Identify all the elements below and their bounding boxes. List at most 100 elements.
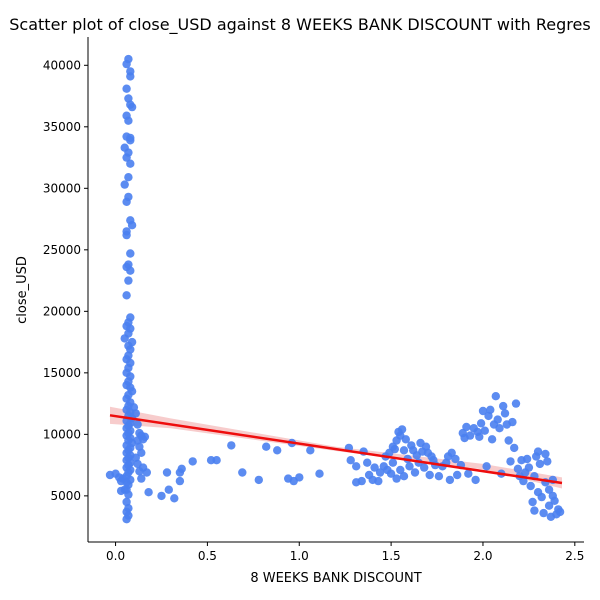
data-point <box>135 467 144 476</box>
data-point <box>315 469 324 478</box>
data-point <box>375 468 385 477</box>
x-tick-label: 2.0 <box>473 549 492 563</box>
regression-line <box>109 414 563 485</box>
data-point <box>528 497 537 507</box>
y-tick-label: 30000 <box>43 181 81 195</box>
data-point <box>510 443 519 453</box>
data-point <box>533 488 543 497</box>
data-point <box>397 425 407 434</box>
data-point <box>464 469 473 478</box>
data-point <box>122 59 131 69</box>
data-point <box>405 462 414 471</box>
data-point <box>175 476 185 486</box>
data-point <box>170 494 179 503</box>
data-point <box>476 419 486 428</box>
y-tick-label: 25000 <box>43 243 81 257</box>
data-point <box>127 102 137 112</box>
data-point <box>127 221 137 230</box>
data-point <box>162 468 172 477</box>
x-tick-label: 2.5 <box>565 549 584 563</box>
data-point <box>491 392 500 401</box>
data-point <box>120 334 129 343</box>
data-point <box>539 508 548 518</box>
data-point <box>451 454 460 464</box>
data-point <box>374 476 383 486</box>
data-point <box>475 432 484 441</box>
data-point <box>425 470 434 480</box>
data-point <box>122 291 131 300</box>
y-tick-label: 20000 <box>43 304 81 318</box>
data-point <box>124 116 133 125</box>
data-point <box>399 446 409 455</box>
data-point <box>133 420 142 429</box>
data-point <box>462 422 471 432</box>
data-point <box>399 472 409 481</box>
data-point <box>420 463 429 472</box>
data-point <box>306 446 315 455</box>
data-point <box>352 462 361 471</box>
y-tick-label: 40000 <box>43 58 81 72</box>
data-point <box>550 496 559 505</box>
data-point <box>370 463 379 472</box>
data-point <box>124 490 133 499</box>
data-point <box>164 485 173 494</box>
data-point <box>254 475 263 485</box>
data-point <box>493 415 502 424</box>
data-point <box>533 447 543 456</box>
data-point <box>524 463 534 472</box>
data-point <box>120 180 129 189</box>
data-point <box>530 506 539 515</box>
data-point <box>543 457 552 466</box>
data-point <box>346 456 355 465</box>
points-layer <box>105 54 565 524</box>
data-point <box>238 468 247 477</box>
data-point <box>140 432 150 441</box>
y-tick-label: 15000 <box>43 366 81 380</box>
data-point <box>486 405 495 414</box>
data-point <box>445 475 455 485</box>
data-point <box>124 276 133 285</box>
data-point <box>386 469 396 478</box>
data-point <box>122 153 131 162</box>
data-point <box>126 249 135 258</box>
data-point <box>142 468 151 477</box>
data-point <box>465 431 475 440</box>
x-tick-label: 1.0 <box>290 549 309 563</box>
data-point <box>295 473 304 482</box>
data-point <box>137 448 146 457</box>
data-point <box>506 457 515 466</box>
data-point <box>137 474 146 483</box>
data-point <box>410 468 420 477</box>
data-point <box>513 464 523 473</box>
x-tick-label: 1.5 <box>382 549 401 563</box>
data-point <box>212 456 221 465</box>
data-point <box>500 409 510 418</box>
regression-line-layer <box>109 414 563 485</box>
data-point <box>508 417 517 427</box>
data-point <box>126 159 135 168</box>
data-point <box>519 476 528 486</box>
data-point <box>535 459 545 469</box>
y-tick-label: 35000 <box>43 120 81 134</box>
data-point <box>122 230 131 240</box>
data-point <box>363 458 372 467</box>
data-point <box>495 424 504 433</box>
data-point <box>144 488 153 497</box>
chart-title: Scatter plot of close_USD against 8 WEEK… <box>9 15 590 35</box>
data-point <box>541 449 550 459</box>
data-point <box>396 465 405 475</box>
data-point <box>447 448 456 457</box>
data-point <box>482 462 491 471</box>
data-point <box>157 491 166 501</box>
data-point <box>499 401 508 411</box>
data-point <box>124 173 133 182</box>
data-point <box>131 409 140 418</box>
data-point <box>122 515 131 524</box>
data-point <box>126 136 135 145</box>
data-point <box>471 475 480 485</box>
x-tick-label: 0.5 <box>198 549 217 563</box>
data-point <box>122 84 131 93</box>
data-point <box>480 426 489 435</box>
y-tick-label: 10000 <box>43 427 81 441</box>
